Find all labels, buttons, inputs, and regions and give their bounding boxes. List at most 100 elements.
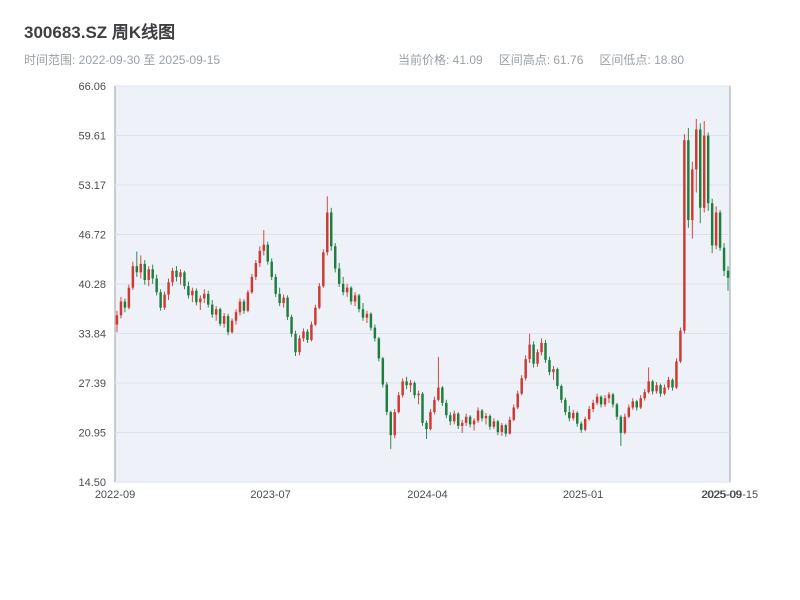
candle-body — [631, 401, 635, 408]
candle-body — [322, 252, 325, 287]
candle-body — [695, 129, 698, 170]
y-tick-label: 20.95 — [78, 427, 106, 439]
candle-body — [341, 283, 345, 293]
candle-body — [671, 379, 674, 388]
candle-body — [187, 286, 190, 296]
candle-body — [258, 250, 262, 264]
candle-body — [441, 387, 444, 403]
candle-body — [266, 244, 269, 262]
candle-body — [433, 399, 436, 413]
candle-body — [159, 292, 162, 308]
candle-body — [619, 416, 623, 433]
candle-body — [544, 342, 547, 360]
candle-body — [318, 286, 321, 308]
candle-body — [393, 412, 396, 436]
candle-body — [373, 327, 377, 339]
candle-body — [143, 263, 146, 281]
candle-body — [175, 270, 178, 277]
x-tick-label: 2023-07 — [250, 489, 290, 501]
candle-body — [274, 276, 277, 294]
y-tick-label: 59.61 — [78, 131, 106, 143]
candle-body — [710, 203, 714, 246]
candle-body — [310, 324, 313, 340]
candle-body — [528, 344, 531, 360]
candle-body — [587, 409, 591, 420]
candle-body — [560, 385, 563, 400]
candle-body — [171, 270, 174, 283]
candle-body — [667, 379, 670, 388]
candle-body — [222, 316, 226, 324]
candle-body — [401, 381, 404, 396]
candle-body — [349, 287, 353, 302]
candle-body — [135, 266, 139, 273]
candle-body — [687, 140, 690, 221]
candle-body — [568, 412, 571, 419]
candle-body — [552, 369, 555, 373]
candle-body — [131, 266, 135, 288]
candle-body — [556, 369, 559, 386]
candle-body — [464, 416, 468, 423]
candle-body — [345, 287, 349, 293]
candle-body — [564, 399, 567, 413]
candle-body — [314, 307, 317, 325]
candle-body — [385, 384, 389, 413]
candle-body — [460, 422, 464, 426]
candle-body — [540, 342, 543, 353]
candle-body — [453, 413, 456, 422]
y-tick-label: 46.72 — [78, 230, 106, 242]
candle-body — [413, 382, 416, 396]
x-tick-label: 2025-09-15 — [702, 489, 758, 501]
candle-body — [127, 287, 131, 308]
stats-row: 当前价格: 41.09 区间高点: 61.76 区间低点: 18.80 — [398, 51, 684, 68]
range-high-label: 区间高点: 61.76 — [498, 53, 584, 67]
candle-body — [218, 309, 222, 324]
range-low-label: 区间低点: 18.80 — [599, 53, 685, 67]
candle-body — [437, 387, 440, 400]
candle-body — [330, 212, 333, 247]
candle-body — [679, 330, 682, 362]
candle-body — [508, 419, 512, 434]
candle-body — [520, 378, 523, 394]
candle-body — [282, 297, 285, 304]
candle-body — [699, 129, 702, 208]
candle-body — [286, 297, 289, 317]
candle-body — [655, 385, 658, 392]
x-tick-label: 2022-09 — [95, 489, 135, 501]
x-tick-label: 2024-04 — [407, 489, 447, 501]
candle-body — [607, 394, 611, 399]
candle-body — [468, 416, 472, 425]
candle-body — [238, 301, 242, 313]
candle-body — [270, 261, 273, 277]
candle-body — [615, 404, 619, 417]
candle-body — [504, 425, 508, 434]
candle-body — [691, 169, 694, 221]
y-tick-label: 14.50 — [78, 477, 106, 489]
candle-body — [207, 293, 210, 305]
candle-body — [246, 292, 250, 311]
candle-body — [480, 410, 484, 419]
candle-body — [639, 398, 642, 408]
candle-body — [472, 420, 476, 425]
candle-body — [603, 398, 607, 405]
candle-body — [706, 135, 710, 204]
candle-body — [417, 393, 420, 396]
candle-body — [643, 392, 646, 399]
candle-body — [123, 301, 127, 308]
candle-body — [591, 402, 595, 410]
candle-body — [254, 263, 258, 277]
candle-body — [536, 352, 539, 364]
candle-body — [512, 407, 515, 420]
candle-body — [516, 393, 519, 408]
y-tick-label: 33.84 — [78, 328, 106, 340]
candle-body — [230, 320, 234, 333]
candle-body — [115, 315, 119, 325]
candle-body — [548, 359, 551, 373]
candle-body — [179, 272, 182, 277]
candle-body — [449, 415, 452, 422]
current-price-label: 当前价格: 41.09 — [398, 53, 483, 67]
candle-body — [183, 272, 186, 287]
candle-body — [353, 295, 357, 302]
page-title: 300683.SZ 周K线图 — [24, 23, 176, 42]
candle-body — [623, 416, 627, 433]
candle-body — [119, 301, 123, 316]
